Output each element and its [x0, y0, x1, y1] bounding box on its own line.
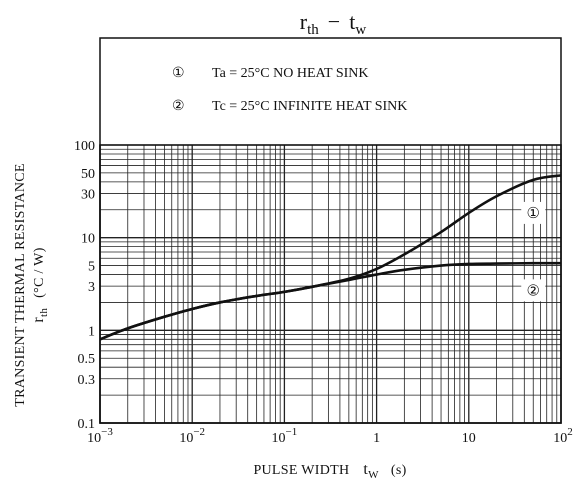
legend-marker-1: ①	[172, 66, 185, 81]
y-tick-label: 50	[81, 167, 95, 182]
y-axis-label-line1: TRANSIENT THERMAL RESISTANCE	[13, 163, 28, 406]
series-marker-bg-2	[521, 279, 546, 302]
title-second: t	[349, 9, 355, 34]
x-axis-label-text: PULSE WIDTH	[253, 463, 349, 478]
y-tick-label: 0.5	[78, 352, 96, 367]
x-tick-labels: 10−3 10−2 10−1 1 10 102	[87, 426, 573, 446]
y-tick-label: 1	[88, 324, 95, 339]
legend-marker-2: ②	[172, 99, 185, 114]
series	[99, 174, 562, 341]
chart-frame	[99, 37, 562, 424]
y-axis-label: TRANSIENT THERMAL RESISTANCE rth (°C / W)	[13, 163, 50, 406]
x-axis-label-symbol-sub: W	[368, 469, 379, 481]
legend-text-2: Tc = 25°C INFINITE HEAT SINK	[212, 99, 407, 114]
x-tick-label: 10−3	[87, 426, 113, 446]
y-tick-label: 30	[81, 187, 95, 202]
legend-text-1: Ta = 25°C NO HEAT SINK	[212, 66, 369, 81]
plot-area-border	[99, 144, 562, 424]
plot-border	[99, 144, 562, 424]
title-dash: −	[328, 9, 340, 34]
series-line-2	[99, 261, 562, 341]
y-axis-label-line2: rth (°C / W)	[30, 247, 50, 322]
title-main: r	[300, 9, 308, 34]
series-marker-2: ②	[527, 283, 540, 299]
x-axis-label: PULSE WIDTH tW (s)	[253, 461, 406, 481]
y-tick-label: 5	[88, 260, 95, 275]
title-main-sub: th	[307, 22, 319, 38]
y-axis-label-unit: (°C / W)	[32, 247, 47, 298]
y-tick-label: 0.1	[78, 417, 96, 432]
y-tick-label: 10	[81, 232, 95, 247]
x-tick-label: 10−1	[272, 426, 298, 446]
y-tick-label: 100	[74, 139, 95, 154]
series-marker-bg-1	[521, 201, 546, 224]
legend: ① Ta = 25°C NO HEAT SINK ② Tc = 25°C INF…	[172, 66, 407, 114]
x-axis-label-unit: (s)	[391, 463, 407, 478]
y-tick-labels: 0.1 0.3 0.5 1 3 5 10 30 50 100	[74, 139, 95, 432]
y-axis-label-symbol: r	[30, 317, 47, 323]
series-marker-1: ①	[527, 206, 540, 222]
x-tick-label: 102	[553, 426, 573, 446]
x-axis-label-symbol: t	[363, 461, 368, 478]
y-tick-label: 0.3	[78, 373, 96, 388]
series-markers: ①②	[521, 201, 546, 302]
x-tick-label: 10−2	[179, 426, 205, 446]
grid	[99, 145, 561, 424]
chart-title: rth − tw	[300, 9, 367, 38]
title-second-sub: w	[355, 22, 366, 38]
y-tick-label: 3	[88, 280, 95, 295]
x-tick-label: 1	[373, 431, 380, 446]
x-tick-label: 10	[462, 431, 476, 446]
y-axis-label-symbol-sub: th	[38, 308, 50, 317]
